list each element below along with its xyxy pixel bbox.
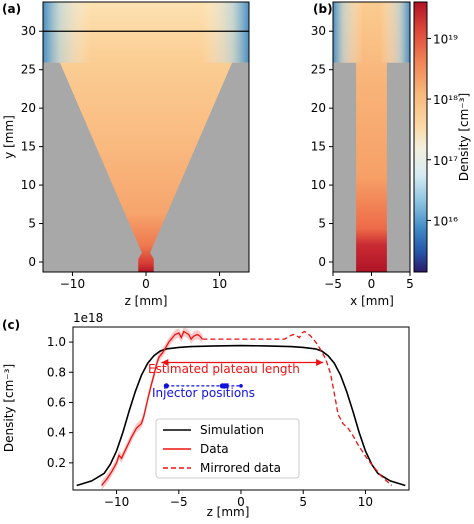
legend-entry-mirrored-data: Mirrored data xyxy=(200,461,281,475)
panel-b-edge-fade-right xyxy=(380,2,410,63)
panel-c-xlabel: z [mm] xyxy=(207,505,250,519)
panel-a-ytick-label: 25 xyxy=(21,63,36,77)
panel-b-edge-fade-left xyxy=(333,2,363,63)
series-mirrored-data xyxy=(202,330,393,486)
panel-c-offset-text: 1e18 xyxy=(73,311,103,325)
panel-b-xlabel: x [mm] xyxy=(350,294,394,308)
injector-label: Injector positions xyxy=(152,386,255,400)
colorbar-ticks: 10¹⁶ 10¹⁷ 10¹⁸ 10¹⁹ xyxy=(427,32,458,228)
panel-b-xtick-label: 5 xyxy=(406,277,414,291)
panel-a-xtick-label: 0 xyxy=(142,277,150,291)
panel-b-ytick-label: 30 xyxy=(311,24,326,38)
panel-c-xtick-label: 10 xyxy=(358,495,373,509)
panel-b-wall-right xyxy=(386,62,410,272)
colorbar-tick-label: 10¹⁸ xyxy=(433,93,458,107)
panel-a-ytick-label: 10 xyxy=(21,178,36,192)
colorbar xyxy=(413,1,428,273)
panel-c-ytick-label: 0.8 xyxy=(47,365,66,379)
panel-c-ylabel: Density [cm⁻³] xyxy=(2,364,16,452)
panel-c-axes: −10 −5 0 5 10 0.2 0.4 0.6 0.8 1.0 xyxy=(47,335,373,509)
panel-c-xtick-label: −5 xyxy=(170,495,188,509)
panel-c-ytick-label: 0.4 xyxy=(47,426,66,440)
legend-entry-data: Data xyxy=(200,442,229,456)
legend-box xyxy=(155,418,300,479)
panel-a-ytick-label: 15 xyxy=(21,140,36,154)
colorbar-label: Density [cm⁻³] xyxy=(457,93,471,181)
legend: Simulation Data Mirrored data xyxy=(155,418,300,479)
panel-b-ytick-label: 10 xyxy=(311,178,326,192)
panel-b-ytick-label: 25 xyxy=(311,63,326,77)
panel-a-ytick-label: 0 xyxy=(28,255,36,269)
panel-b-ytick-label: 20 xyxy=(311,101,326,115)
panel-c-ytick-label: 0.6 xyxy=(47,395,66,409)
plateau-arrow-head-right xyxy=(316,358,324,366)
panel-c-ytick-label: 1.0 xyxy=(47,335,66,349)
panel-a-ytick-label: 5 xyxy=(28,217,36,231)
panel-b-xtick-label: −5 xyxy=(324,277,342,291)
panel-b-axes: −5 0 5 0 5 10 15 20 25 30 xyxy=(311,24,414,291)
panel-a-axes: −10 0 10 0 5 10 15 20 25 30 xyxy=(21,24,227,291)
panel-b-label: (b) xyxy=(313,2,333,16)
panel-c-xtick-label: 0 xyxy=(237,495,245,509)
panel-b-ytick-label: 5 xyxy=(318,217,326,231)
colorbar-tick-label: 10¹⁶ xyxy=(433,214,458,228)
panel-c-label: (c) xyxy=(2,318,20,332)
plateau-label: Estimated plateau length xyxy=(148,362,300,376)
data-uncertainty-band xyxy=(101,327,203,490)
panel-c-xtick-label: 5 xyxy=(299,495,307,509)
panel-b-ytick-label: 15 xyxy=(311,140,326,154)
panel-b-wall-left xyxy=(333,62,357,272)
series-data xyxy=(101,330,203,486)
panel-a-edge-fade-left xyxy=(43,2,91,63)
colorbar-tick-label: 10¹⁹ xyxy=(433,32,458,46)
panel-a-edge-fade-right xyxy=(201,2,249,63)
series-simulation xyxy=(76,344,406,487)
panel-a-nozzle-wall-right xyxy=(150,62,249,272)
injector-marker xyxy=(163,383,169,389)
legend-entry-simulation: Simulation xyxy=(200,423,264,437)
injector-marker xyxy=(239,384,243,388)
panel-c-plot xyxy=(76,327,406,490)
panel-c-xtick-label: −10 xyxy=(104,495,129,509)
panel-a-ytick-label: 20 xyxy=(21,101,36,115)
panel-a-xtick-label: −10 xyxy=(60,277,85,291)
panel-a xyxy=(43,2,249,272)
panel-a-ylabel: y [mm] xyxy=(2,115,16,159)
panel-a-ytick-label: 30 xyxy=(21,24,36,38)
injector-marker xyxy=(223,383,229,389)
panel-a-xtick-label: 10 xyxy=(212,277,227,291)
panel-a-xlabel: z [mm] xyxy=(125,294,168,308)
panel-b-ytick-label: 0 xyxy=(318,255,326,269)
panel-b xyxy=(333,2,410,272)
panel-a-label: (a) xyxy=(2,2,21,16)
plateau-arrow-head-left xyxy=(161,358,169,366)
panel-a-nozzle-wall-left xyxy=(43,62,142,272)
colorbar-tick-label: 10¹⁷ xyxy=(433,154,458,168)
panel-b-xtick-label: 0 xyxy=(368,277,376,291)
panel-c-ytick-label: 0.2 xyxy=(47,456,66,470)
